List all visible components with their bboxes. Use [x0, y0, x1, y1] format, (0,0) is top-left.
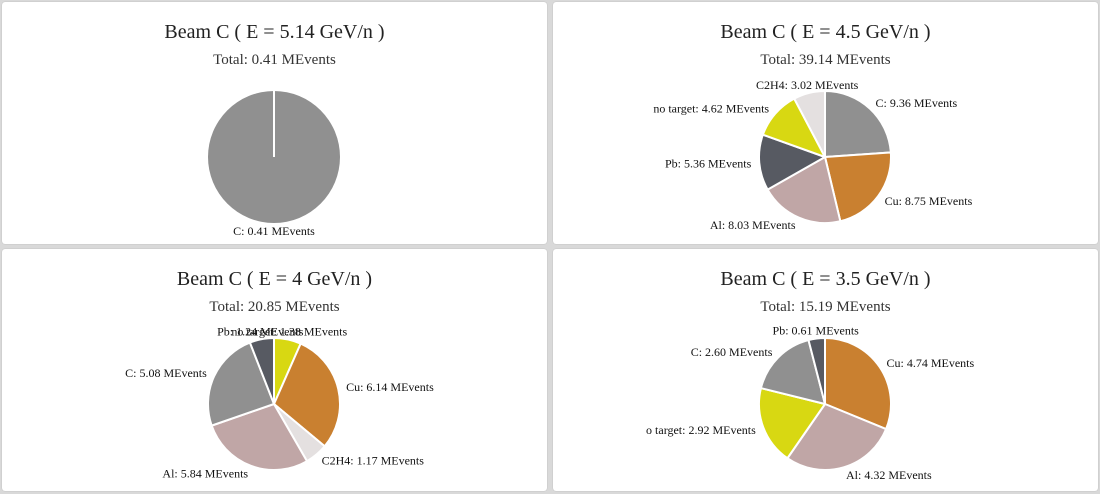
- pie-slice-label: Pb: 0.61 MEvents: [773, 324, 860, 338]
- chart-title: Beam C ( E = 4 GeV/n ): [176, 268, 373, 290]
- pie-chart-svg: C: 9.36 MEvents Cu: 8.75 MEvents Al: 8.03 …: [653, 78, 973, 232]
- pie-panel-3-5: Cu: 4.74 MEvents Al: 4.32 MEvents o target…: [553, 249, 1098, 491]
- chart-subtitle: Total: 39.14 MEvents: [760, 52, 891, 68]
- chart-title: Beam C ( E = 5.14 GeV/n ): [164, 21, 385, 43]
- pie-slice: [759, 339, 826, 405]
- pie-slice: [824, 337, 892, 431]
- pie-slice: [766, 156, 842, 224]
- pie-panel-4-5: C: 9.36 MEvents Cu: 8.75 MEvents Al: 8.03 …: [553, 2, 1098, 244]
- pie-slice-label: o target: 2.92 MEvents: [646, 423, 756, 437]
- pie-slice: [824, 90, 892, 158]
- pie-slice: [273, 342, 341, 448]
- pie-slice-label: C2H4: 3.02 MEvents: [756, 78, 859, 92]
- chart-subtitle: Total: 20.85 MEvents: [209, 299, 340, 315]
- pie-slice-label: Cu: 4.74 MEvents: [887, 356, 975, 370]
- pie-slice-label: Cu: 6.14 MEvents: [346, 380, 434, 394]
- pie-slice: [758, 133, 826, 191]
- chart-title: Beam C ( E = 4.5 GeV/n ): [720, 21, 931, 43]
- pie-slice-label: C2H4: 1.17 MEvents: [322, 454, 425, 468]
- pie-slice: [210, 403, 308, 471]
- pie-slice-label: Cu: 8.75 MEvents: [885, 194, 973, 208]
- pie-slice: [807, 337, 826, 405]
- chart-subtitle: Total: 15.19 MEvents: [760, 299, 891, 315]
- pie-slice-label: Al: 5.84 MEvents: [162, 466, 248, 480]
- pie-chart-svg: Cu: 4.74 MEvents Al: 4.32 MEvents o target…: [646, 324, 975, 482]
- pie-panel-4: no target: 1.38 MEvents Cu: 6.14 MEvents C…: [2, 249, 547, 491]
- pie-chart-svg: no target: 1.38 MEvents Cu: 6.14 MEvents C…: [125, 324, 434, 480]
- pie-slice: [824, 151, 892, 223]
- chart-subtitle: Total: 0.41 MEvents: [213, 52, 336, 68]
- pie-slice: [793, 90, 826, 158]
- pie-slice-label: C: 2.60 MEvents: [691, 345, 773, 359]
- pie-slice-label: no target: 4.62 MEvents: [653, 102, 769, 116]
- pie-slice-label: C: 9.36 MEvents: [876, 96, 958, 110]
- pie-slice-label: no target: 1.38 MEvents: [231, 325, 347, 339]
- pie-slice: [248, 337, 275, 405]
- pie-chart-svg: C: 0.41 MEvents: [208, 91, 340, 238]
- pie-slice-label: Pb: 1.24 MEvents: [217, 324, 304, 338]
- pie-panel-5-14: C: 0.41 MEvents Beam C ( E = 5.14 GeV/n …: [2, 2, 547, 244]
- pie-slice-label: Pb: 5.36 MEvents: [665, 156, 752, 170]
- pie-slice-label: C: 0.41 MEvents: [233, 224, 315, 238]
- pie-slice: [758, 387, 826, 460]
- pie-slice-label: Al: 8.03 MEvents: [710, 218, 796, 232]
- pie-slice-label: C: 5.08 MEvents: [125, 366, 207, 380]
- pie-slice-label: Al: 4.32 MEvents: [846, 468, 932, 482]
- pie-slice: [786, 403, 888, 471]
- chart-title: Beam C ( E = 3.5 GeV/n ): [720, 268, 931, 290]
